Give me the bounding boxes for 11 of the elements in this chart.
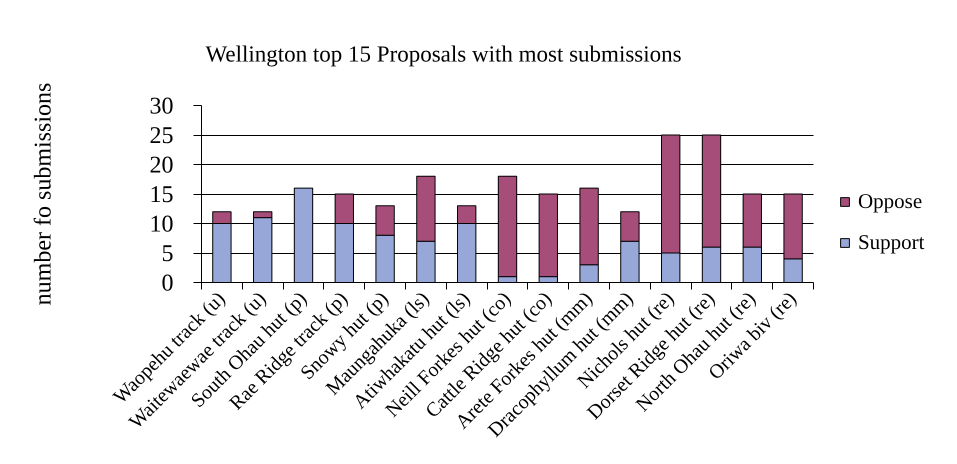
y-tick-label: 10 [150, 212, 174, 238]
legend-label: Support [858, 230, 925, 255]
legend-label: Oppose [858, 189, 922, 214]
y-tick-label: 30 [150, 94, 174, 120]
chart-title: Wellington top 15 Proposals with most submissions [206, 42, 682, 66]
y-axis-title: number fo submissions [30, 82, 56, 306]
y-tick-label: 20 [150, 152, 174, 178]
y-tick-label: 25 [150, 123, 174, 149]
y-tick-label: 15 [150, 182, 174, 208]
y-tick-label: 0 [162, 270, 174, 296]
y-tick-label: 5 [162, 241, 174, 267]
